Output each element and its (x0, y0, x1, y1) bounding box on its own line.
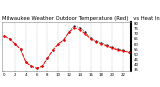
Text: Milwaukee Weather Outdoor Temperature (Red)   vs Heat Index (Blue)   (24 Hours): Milwaukee Weather Outdoor Temperature (R… (2, 16, 160, 21)
